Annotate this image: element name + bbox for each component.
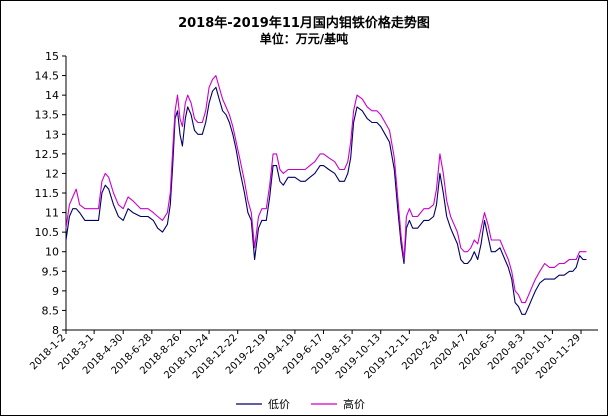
y-tick-label: 14 (45, 89, 59, 102)
x-axis: 2018-1-22018-3-12018-4-302018-6-282018-8… (28, 329, 598, 381)
legend: 低价 高价 (236, 397, 365, 411)
chart-subtitle: 单位：万元/基吨 (259, 32, 349, 46)
y-tick-label: 10.5 (35, 226, 60, 239)
series-line-low (65, 86, 587, 315)
y-tick-label: 9.5 (42, 265, 60, 278)
series-lines (65, 75, 587, 315)
y-tick-label: 15 (45, 50, 59, 63)
y-tick-label: 11 (45, 207, 59, 220)
y-tick-label: 13.5 (35, 109, 60, 122)
chart-title: 2018年-2019年11月国内钼铁价格走势图 (178, 16, 430, 31)
y-tick-label: 12.5 (35, 148, 60, 161)
y-tick-label: 14.5 (35, 70, 60, 83)
y-tick-label: 8 (52, 324, 59, 337)
y-tick-label: 11.5 (35, 187, 60, 200)
series-line-high (65, 75, 587, 304)
y-tick-label: 10 (45, 246, 59, 259)
y-tick-label: 8.5 (42, 304, 60, 317)
legend-high-label: 高价 (343, 397, 365, 411)
y-tick-label: 13 (45, 128, 59, 141)
legend-low-label: 低价 (268, 398, 290, 411)
y-tick-label: 12 (45, 167, 59, 180)
y-tick-label: 9 (52, 285, 59, 298)
y-axis: 8 8.5 9 9.5 10 10.5 11 11.5 12 12.5 13 13.5 14 14.5 15 (35, 50, 67, 337)
